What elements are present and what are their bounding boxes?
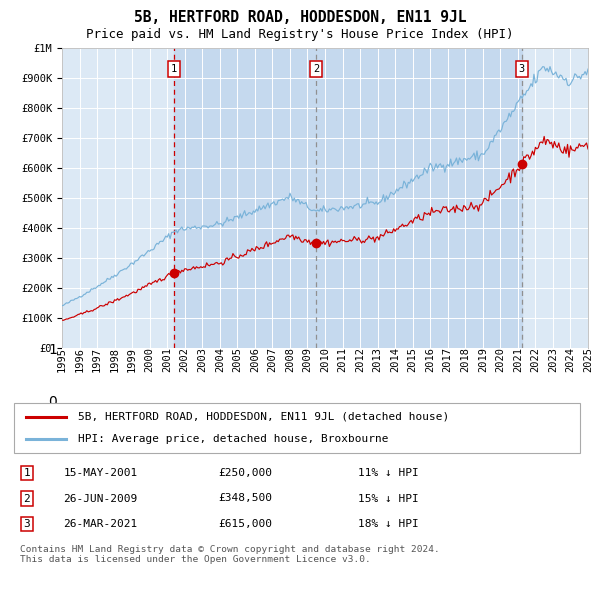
Text: 3: 3 bbox=[519, 64, 525, 74]
Text: £615,000: £615,000 bbox=[218, 519, 272, 529]
Bar bbox=[173, 48, 316, 348]
Text: £348,500: £348,500 bbox=[218, 493, 272, 503]
Text: 2: 2 bbox=[313, 64, 319, 74]
Text: 15-MAY-2001: 15-MAY-2001 bbox=[64, 468, 138, 478]
Text: 11% ↓ HPI: 11% ↓ HPI bbox=[358, 468, 419, 478]
Text: 2: 2 bbox=[23, 493, 30, 503]
Text: 5B, HERTFORD ROAD, HODDESDON, EN11 9JL: 5B, HERTFORD ROAD, HODDESDON, EN11 9JL bbox=[134, 10, 466, 25]
FancyBboxPatch shape bbox=[14, 403, 580, 453]
Bar bbox=[316, 48, 522, 348]
Text: Contains HM Land Registry data © Crown copyright and database right 2024.
This d: Contains HM Land Registry data © Crown c… bbox=[20, 545, 439, 564]
Text: 18% ↓ HPI: 18% ↓ HPI bbox=[358, 519, 419, 529]
Text: Price paid vs. HM Land Registry's House Price Index (HPI): Price paid vs. HM Land Registry's House … bbox=[86, 28, 514, 41]
Text: 26-MAR-2021: 26-MAR-2021 bbox=[64, 519, 138, 529]
Text: 26-JUN-2009: 26-JUN-2009 bbox=[64, 493, 138, 503]
Text: £250,000: £250,000 bbox=[218, 468, 272, 478]
Text: 1: 1 bbox=[170, 64, 177, 74]
Text: 15% ↓ HPI: 15% ↓ HPI bbox=[358, 493, 419, 503]
Text: 5B, HERTFORD ROAD, HODDESDON, EN11 9JL (detached house): 5B, HERTFORD ROAD, HODDESDON, EN11 9JL (… bbox=[78, 412, 449, 422]
Text: 3: 3 bbox=[23, 519, 30, 529]
Text: 1: 1 bbox=[23, 468, 30, 478]
Text: HPI: Average price, detached house, Broxbourne: HPI: Average price, detached house, Brox… bbox=[78, 434, 389, 444]
